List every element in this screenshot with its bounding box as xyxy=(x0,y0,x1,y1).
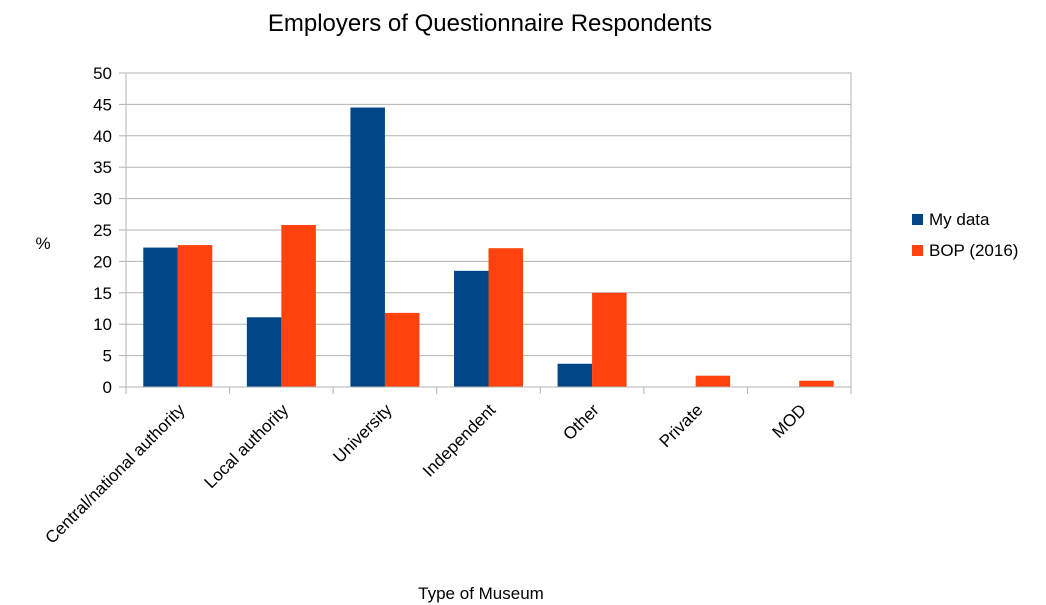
bar-my-data xyxy=(143,247,178,387)
bar-bop-2016 xyxy=(592,292,627,387)
y-tick-label: 35 xyxy=(93,158,112,177)
x-axis-label: Type of Museum xyxy=(418,584,544,603)
legend: My data BOP (2016) xyxy=(912,210,1018,260)
y-tick-label: 25 xyxy=(93,221,112,240)
bar-my-data xyxy=(454,270,489,387)
legend-label: BOP (2016) xyxy=(929,241,1018,260)
bar-bop-2016 xyxy=(695,375,731,387)
x-tick-label: Local authority xyxy=(201,400,293,492)
y-tick-label: 0 xyxy=(103,378,112,397)
y-tick-label: 40 xyxy=(93,127,112,146)
axes xyxy=(125,72,852,394)
x-tick-label: Independent xyxy=(419,400,499,480)
bar-bop-2016 xyxy=(177,245,213,387)
bar-bop-2016 xyxy=(281,224,316,387)
x-tick-label: Other xyxy=(559,400,603,444)
x-tick-label: University xyxy=(330,400,397,467)
legend-label: My data xyxy=(929,210,990,229)
legend-swatch xyxy=(912,245,923,256)
bar-bop-2016 xyxy=(384,312,420,387)
bar-my-data xyxy=(557,363,593,387)
y-tick-label: 20 xyxy=(93,252,112,271)
y-tick-label: 5 xyxy=(103,347,112,366)
bar-bop-2016 xyxy=(799,380,834,387)
y-tick-label: 50 xyxy=(93,64,112,83)
y-tick-label: 45 xyxy=(93,95,112,114)
plot-area-border xyxy=(125,72,852,388)
x-tick-label: Central/national authority xyxy=(42,400,189,547)
x-tick-label: Private xyxy=(656,400,707,451)
x-tick-labels: Central/national authority Local authorit… xyxy=(42,400,811,547)
y-tick-labels: 0 5 10 15 20 25 30 35 40 45 50 xyxy=(93,64,112,397)
bar-my-data xyxy=(350,107,385,387)
bar-bop-2016 xyxy=(488,248,523,387)
y-tick-label: 30 xyxy=(93,190,112,209)
chart-title: Employers of Questionnaire Respondents xyxy=(268,10,712,37)
y-axis-label: % xyxy=(35,234,50,253)
y-tick-label: 15 xyxy=(93,284,112,303)
x-tick-label: MOD xyxy=(769,400,810,441)
legend-swatch xyxy=(912,214,923,225)
y-tick-label: 10 xyxy=(93,315,112,334)
bar-my-data xyxy=(246,317,282,387)
bars xyxy=(143,107,834,387)
